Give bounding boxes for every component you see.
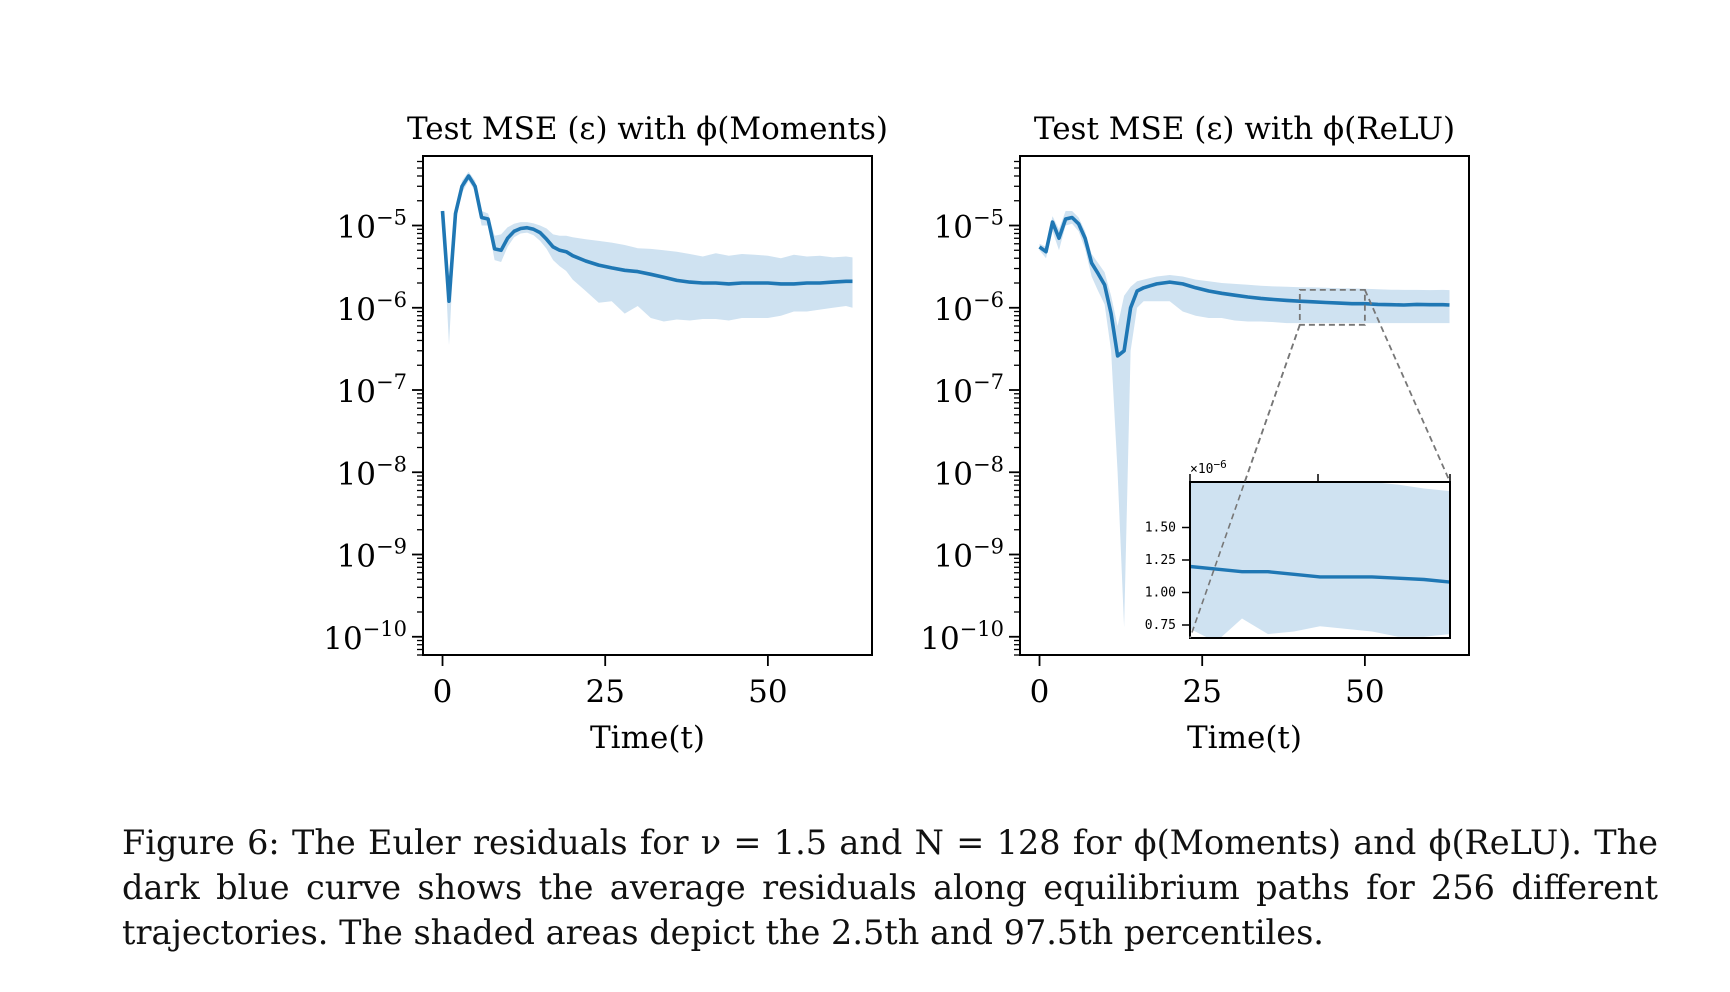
y-tick-base: 10 bbox=[337, 539, 376, 575]
y-tick-base: 10 bbox=[934, 374, 973, 410]
y-tick-label: 10−9 bbox=[337, 535, 407, 575]
y-tick-label: 10−7 bbox=[337, 370, 407, 410]
y-tick-base: 10 bbox=[337, 292, 376, 328]
x-tick-label: 25 bbox=[585, 674, 624, 710]
y-tick-exponent: −5 bbox=[376, 206, 407, 230]
zoom-connector-line-over bbox=[1189, 324, 1301, 639]
y-tick-exponent: −6 bbox=[376, 288, 407, 312]
y-tick-exponent: −9 bbox=[376, 535, 407, 559]
panel-moments: Test MSE (ε) with ϕ(Moments)10−510−610−7… bbox=[323, 111, 888, 756]
mean-residual-line bbox=[440, 174, 853, 303]
inset-y-tick-label: 1.25 bbox=[1145, 553, 1176, 568]
y-tick-label: 10−10 bbox=[323, 617, 407, 657]
percentile-band bbox=[1039, 211, 1450, 628]
inset-plot-area bbox=[1190, 482, 1450, 638]
y-tick-base: 10 bbox=[323, 621, 362, 657]
y-tick-base: 10 bbox=[337, 456, 376, 492]
y-tick-exponent: −10 bbox=[363, 617, 407, 641]
inset-offset-label: ×10−6 bbox=[1190, 458, 1227, 477]
chart-title: Test MSE (ε) with ϕ(ReLU) bbox=[1034, 111, 1455, 147]
axes-frame bbox=[1019, 155, 1470, 656]
y-tick-exponent: −7 bbox=[973, 370, 1004, 394]
y-tick-label: 10−6 bbox=[934, 288, 1004, 328]
x-axis-label: Time(t) bbox=[1187, 720, 1302, 756]
y-tick-exponent: −6 bbox=[973, 288, 1004, 312]
x-tick-label: 50 bbox=[1345, 674, 1384, 710]
plot-area bbox=[1038, 211, 1450, 628]
inset-percentile-band bbox=[1190, 482, 1450, 638]
inset-y-tick-label: 1.50 bbox=[1145, 521, 1176, 536]
figure-caption: Figure 6: The Euler residuals for ν = 1.… bbox=[122, 823, 1658, 952]
y-tick-base: 10 bbox=[920, 621, 959, 657]
x-tick-label: 0 bbox=[433, 674, 453, 710]
y-tick-label: 10−5 bbox=[337, 206, 407, 246]
percentile-band bbox=[442, 171, 853, 346]
x-tick-label: 50 bbox=[748, 674, 787, 710]
y-tick-label: 10−6 bbox=[337, 288, 407, 328]
y-tick-label: 10−5 bbox=[934, 206, 1004, 246]
y-tick-label: 10−8 bbox=[934, 452, 1004, 492]
y-tick-label: 10−10 bbox=[920, 617, 1004, 657]
x-tick-label: 0 bbox=[1030, 674, 1050, 710]
y-tick-exponent: −9 bbox=[973, 535, 1004, 559]
plot-area bbox=[440, 171, 853, 346]
inset-offset-base: ×10 bbox=[1190, 462, 1213, 477]
y-tick-base: 10 bbox=[934, 539, 973, 575]
inset-offset-exp: −6 bbox=[1213, 458, 1226, 471]
axes-frame bbox=[422, 155, 873, 656]
y-tick-label: 10−9 bbox=[934, 535, 1004, 575]
y-tick-exponent: −10 bbox=[960, 617, 1004, 641]
inset-y-tick-label: 0.75 bbox=[1145, 618, 1176, 633]
x-axis-label: Time(t) bbox=[590, 720, 705, 756]
y-tick-base: 10 bbox=[934, 210, 973, 246]
inset-axes: 0.75 1.00 1.25 1.50 ×10−6 bbox=[1145, 324, 1451, 639]
y-tick-base: 10 bbox=[934, 456, 973, 492]
panel-relu: Test MSE (ε) with ϕ(ReLU)10−510−610−710−… bbox=[920, 111, 1470, 756]
zoom-region-box bbox=[1298, 288, 1366, 326]
y-tick-label: 10−7 bbox=[934, 370, 1004, 410]
y-tick-base: 10 bbox=[934, 292, 973, 328]
inset-y-tick-label: 1.00 bbox=[1145, 586, 1176, 601]
zoom-connector-line bbox=[1364, 289, 1451, 483]
y-tick-label: 10−8 bbox=[337, 452, 407, 492]
mean-residual-line bbox=[1038, 215, 1450, 358]
chart-title: Test MSE (ε) with ϕ(Moments) bbox=[407, 111, 888, 147]
y-tick-exponent: −5 bbox=[973, 206, 1004, 230]
y-tick-base: 10 bbox=[337, 374, 376, 410]
x-tick-label: 25 bbox=[1182, 674, 1221, 710]
y-tick-base: 10 bbox=[337, 210, 376, 246]
y-tick-exponent: −8 bbox=[376, 452, 407, 476]
y-tick-exponent: −7 bbox=[376, 370, 407, 394]
inset-mean-line bbox=[1190, 564, 1450, 584]
y-tick-exponent: −8 bbox=[973, 452, 1004, 476]
